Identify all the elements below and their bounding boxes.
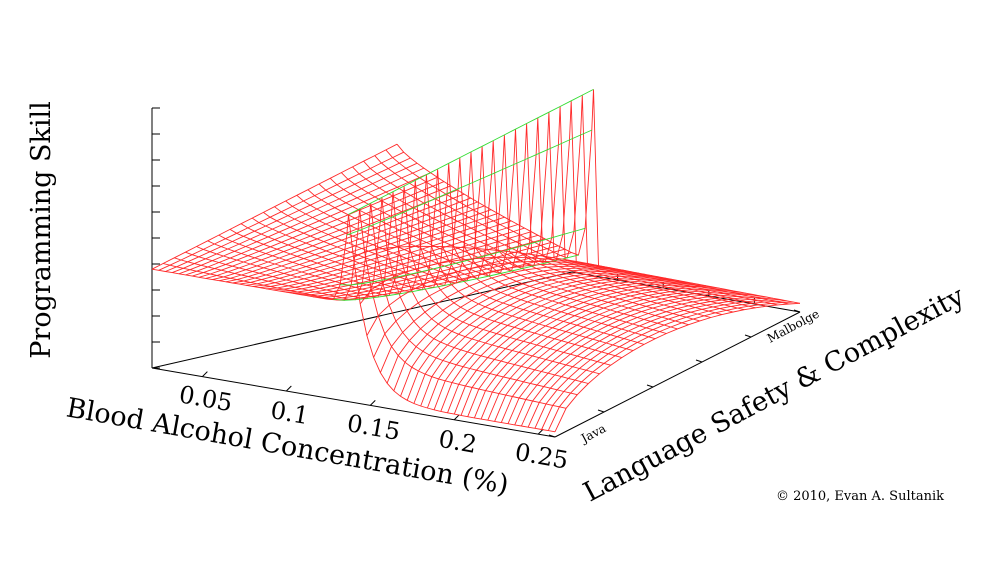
surface-line (286, 231, 532, 293)
surface-line (494, 291, 740, 422)
y-tick (793, 309, 801, 313)
surface-line (162, 208, 567, 409)
surface-line (473, 287, 720, 419)
surface-line (353, 245, 599, 267)
surface-line (467, 285, 713, 417)
front-axis (151, 367, 556, 438)
y-tick (646, 384, 654, 388)
x-tick-label: 0.15 (345, 409, 402, 446)
surface-line (185, 172, 431, 276)
surface-line (346, 129, 592, 236)
surface-mesh (151, 88, 801, 433)
surface-line (329, 123, 734, 313)
x-tick-label: 0.25 (513, 438, 570, 475)
surface-line (348, 88, 594, 215)
surface-line (480, 288, 727, 420)
surface-line (514, 295, 760, 426)
surface-line (252, 212, 498, 287)
surface-line (413, 274, 660, 404)
surface-line (274, 151, 678, 330)
surface-line (460, 284, 707, 416)
back-axis (151, 271, 573, 369)
y-tick (695, 359, 703, 363)
x-tick (285, 385, 292, 392)
surface-line (165, 157, 411, 272)
surface-line (192, 176, 438, 277)
surface-line (219, 193, 465, 282)
surface-line (151, 143, 398, 270)
y-tick (597, 409, 605, 413)
x-tick (453, 414, 460, 421)
surface-line (259, 216, 505, 289)
surface-line (172, 162, 418, 274)
surface-line (433, 278, 680, 410)
x-tick-label: 0.05 (177, 380, 234, 417)
surface-line (263, 157, 667, 334)
surface-line (272, 224, 519, 291)
surface-line (212, 189, 458, 281)
y-axis-title: Language Safety & Complexity (579, 280, 971, 508)
surface-line (393, 269, 639, 391)
surface-line (426, 277, 673, 409)
y-tick-label-java: Java (577, 421, 608, 446)
x-tick (202, 371, 208, 377)
surface-line (447, 281, 693, 413)
surface-line (541, 300, 787, 430)
surface-line (279, 227, 525, 292)
surface-line (174, 203, 578, 396)
surface-line (266, 220, 512, 290)
surface-line (239, 205, 485, 285)
surface-line (306, 241, 552, 297)
z-axis-title: Programming Skill (26, 101, 57, 358)
right-axis (554, 311, 801, 438)
x-tick-label: 0.2 (436, 425, 478, 459)
surface-line (319, 248, 566, 300)
surface-line (379, 265, 626, 373)
surface-line (453, 283, 700, 415)
surface-line (318, 129, 723, 316)
surface-line (500, 292, 747, 423)
surface-line (520, 296, 767, 427)
surface-line (340, 227, 586, 286)
surface-line (547, 301, 794, 431)
y-tick (548, 434, 556, 438)
surface-line (487, 290, 733, 421)
surface-line (400, 271, 646, 397)
surface-line (313, 245, 559, 298)
surface-line (198, 181, 445, 278)
surface-line (218, 180, 622, 359)
surface-line (229, 174, 634, 352)
z-ticks (152, 107, 160, 369)
surface-line (406, 272, 653, 401)
surface-line (386, 267, 633, 384)
surface-line (527, 297, 774, 428)
x-tick-label: 0.1 (268, 396, 310, 430)
y-tick (744, 334, 752, 338)
surface-line (296, 140, 700, 322)
x-tick (369, 400, 376, 406)
surface-line (178, 167, 425, 275)
surface-line (359, 256, 606, 305)
surface-line (440, 280, 686, 412)
surface-line (240, 168, 645, 345)
surface-line (373, 263, 619, 358)
surface-line (196, 191, 600, 375)
surface-line (225, 197, 472, 283)
surface-line (158, 151, 404, 271)
surface-line (205, 185, 451, 279)
surface-line (554, 302, 801, 432)
surface-line (420, 275, 666, 407)
surface-line (534, 299, 780, 429)
surface-line (507, 294, 754, 424)
surface-line (326, 252, 572, 301)
surface-line (307, 134, 712, 318)
copyright-credit: © 2010, Evan A. Sultanik (776, 489, 944, 504)
surface-line (285, 146, 689, 326)
surface-line (232, 201, 478, 284)
surface-line (366, 261, 612, 336)
